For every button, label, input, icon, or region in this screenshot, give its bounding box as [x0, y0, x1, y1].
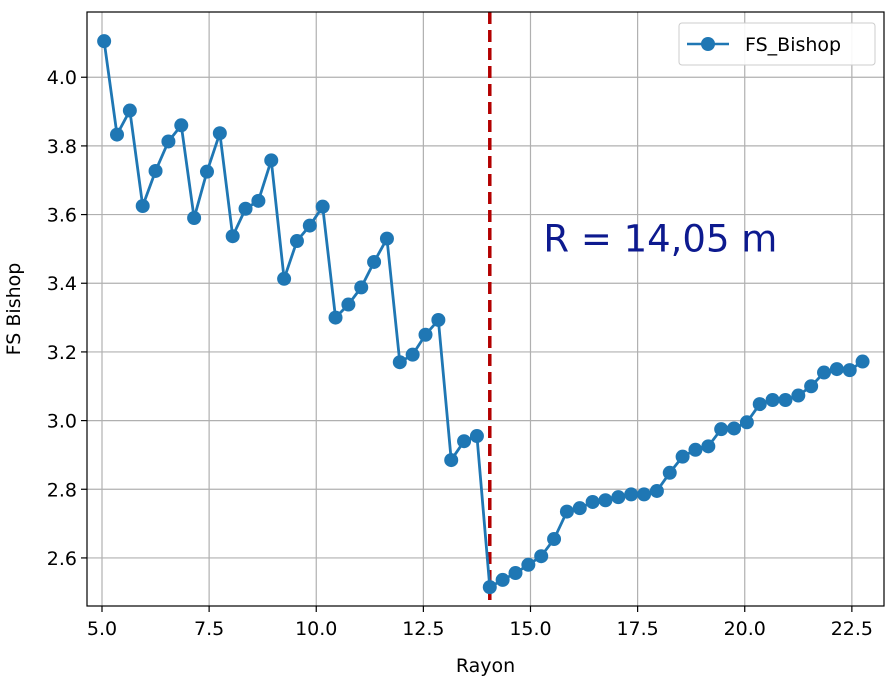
data-point [688, 442, 703, 457]
data-point [264, 153, 279, 168]
data-point [739, 415, 754, 430]
data-point [174, 118, 189, 133]
data-point [354, 280, 369, 295]
annotation-text: R = 14,05 m [543, 218, 777, 261]
plot-frame [86, 11, 885, 607]
data-point [714, 422, 729, 437]
y-axis-ticks: 2.6 2.8 3.0 3.2 3.4 3.6 3.8 4.0 [47, 67, 87, 570]
data-point [392, 355, 407, 370]
data-point [315, 199, 330, 214]
legend: FS_Bishop [678, 22, 876, 66]
data-point [405, 347, 420, 362]
data-point [444, 453, 459, 468]
data-point [225, 229, 240, 244]
data-point [778, 392, 793, 407]
data-point [482, 580, 497, 595]
x-tick-label: 7.5 [194, 618, 224, 640]
data-point [662, 465, 677, 480]
data-point [97, 34, 112, 49]
y-tick-label: 3.8 [47, 136, 77, 158]
legend-marker [701, 37, 715, 51]
x-tick-label: 20.0 [724, 618, 766, 640]
data-point [701, 439, 716, 454]
x-axis-ticks: 5.0 7.5 10.0 12.5 15.0 17.5 20.0 22.5 [87, 606, 873, 640]
data-point [302, 218, 317, 233]
data-point [289, 234, 304, 249]
data-point [251, 193, 266, 208]
y-tick-label: 3.2 [47, 342, 77, 364]
grid [87, 12, 884, 606]
data-point [611, 490, 626, 505]
data-point [637, 487, 652, 502]
data-point [791, 388, 806, 403]
data-point [148, 163, 163, 178]
x-tick-label: 10.0 [295, 618, 337, 640]
data-point [547, 532, 562, 547]
x-tick-label: 15.0 [509, 618, 551, 640]
data-point [379, 231, 394, 246]
y-tick-label: 3.0 [47, 411, 77, 433]
data-point [187, 211, 202, 226]
data-point [752, 397, 767, 412]
data-point [457, 434, 472, 449]
data-point [649, 483, 664, 498]
x-tick-label: 12.5 [402, 618, 444, 640]
data-point [817, 365, 832, 380]
data-point [109, 127, 124, 142]
data-point [212, 126, 227, 141]
data-point [804, 379, 819, 394]
data-point [624, 487, 639, 502]
data-point [572, 501, 587, 516]
y-tick-label: 2.8 [47, 479, 77, 501]
data-point [765, 392, 780, 407]
x-tick-label: 22.5 [831, 618, 873, 640]
data-point [598, 493, 613, 508]
y-tick-label: 3.4 [47, 273, 77, 295]
data-point [842, 363, 857, 378]
y-tick-label: 4.0 [47, 67, 77, 89]
legend-box [678, 22, 876, 66]
legend-label: FS_Bishop [745, 34, 841, 56]
data-point [328, 310, 343, 325]
data-point [508, 566, 523, 581]
series-layer [97, 34, 870, 595]
y-axis-label: FS Bishop [3, 263, 25, 356]
data-point [727, 421, 742, 436]
data-point [675, 449, 690, 464]
data-point [855, 354, 870, 369]
data-point [559, 504, 574, 519]
x-axis-label: Rayon [456, 655, 515, 677]
data-point [829, 362, 844, 377]
data-point [585, 494, 600, 509]
y-tick-label: 2.6 [47, 548, 77, 570]
data-point [122, 103, 137, 118]
data-point [469, 429, 484, 444]
data-point [135, 198, 150, 213]
data-point [277, 271, 292, 286]
data-point [238, 201, 253, 216]
x-tick-label: 17.5 [616, 618, 658, 640]
x-tick-label: 5.0 [87, 618, 117, 640]
data-point [161, 134, 176, 149]
y-tick-label: 3.6 [47, 205, 77, 227]
data-point [431, 312, 446, 327]
data-point [199, 164, 214, 179]
data-point [367, 254, 382, 269]
data-point [418, 327, 433, 342]
data-point [534, 549, 549, 564]
data-point [495, 572, 510, 587]
data-point [341, 297, 356, 312]
data-point [521, 557, 536, 572]
